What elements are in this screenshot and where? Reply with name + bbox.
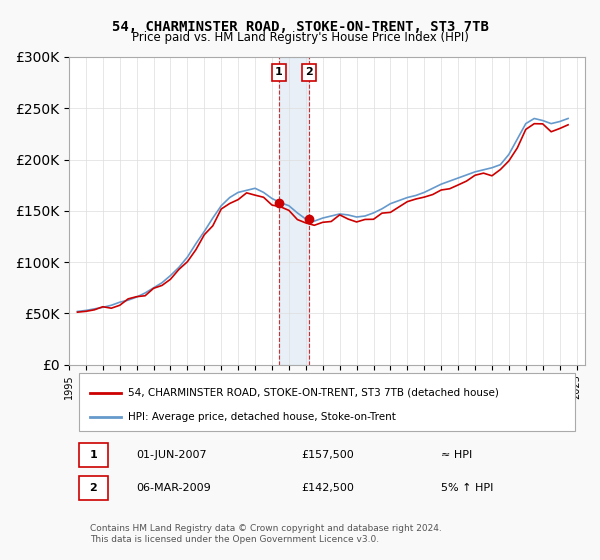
Text: 54, CHARMINSTER ROAD, STOKE-ON-TRENT, ST3 7TB (detached house): 54, CHARMINSTER ROAD, STOKE-ON-TRENT, ST…: [128, 388, 499, 398]
Text: £142,500: £142,500: [301, 483, 354, 493]
Text: Price paid vs. HM Land Registry's House Price Index (HPI): Price paid vs. HM Land Registry's House …: [131, 31, 469, 44]
Text: 54, CHARMINSTER ROAD, STOKE-ON-TRENT, ST3 7TB: 54, CHARMINSTER ROAD, STOKE-ON-TRENT, ST…: [112, 20, 488, 34]
Bar: [279, 57, 309, 365]
FancyBboxPatch shape: [79, 443, 107, 467]
Text: £157,500: £157,500: [301, 450, 354, 460]
FancyBboxPatch shape: [79, 475, 107, 500]
FancyBboxPatch shape: [79, 374, 575, 431]
Text: 2: 2: [305, 67, 313, 77]
Text: 1: 1: [275, 67, 283, 77]
Text: ≈ HPI: ≈ HPI: [440, 450, 472, 460]
Text: 01-JUN-2007: 01-JUN-2007: [136, 450, 206, 460]
Text: 06-MAR-2009: 06-MAR-2009: [136, 483, 211, 493]
Text: Contains HM Land Registry data © Crown copyright and database right 2024.
This d: Contains HM Land Registry data © Crown c…: [89, 524, 442, 544]
Text: 2: 2: [89, 483, 97, 493]
Text: HPI: Average price, detached house, Stoke-on-Trent: HPI: Average price, detached house, Stok…: [128, 412, 396, 422]
Text: 1: 1: [89, 450, 97, 460]
Text: 5% ↑ HPI: 5% ↑ HPI: [440, 483, 493, 493]
